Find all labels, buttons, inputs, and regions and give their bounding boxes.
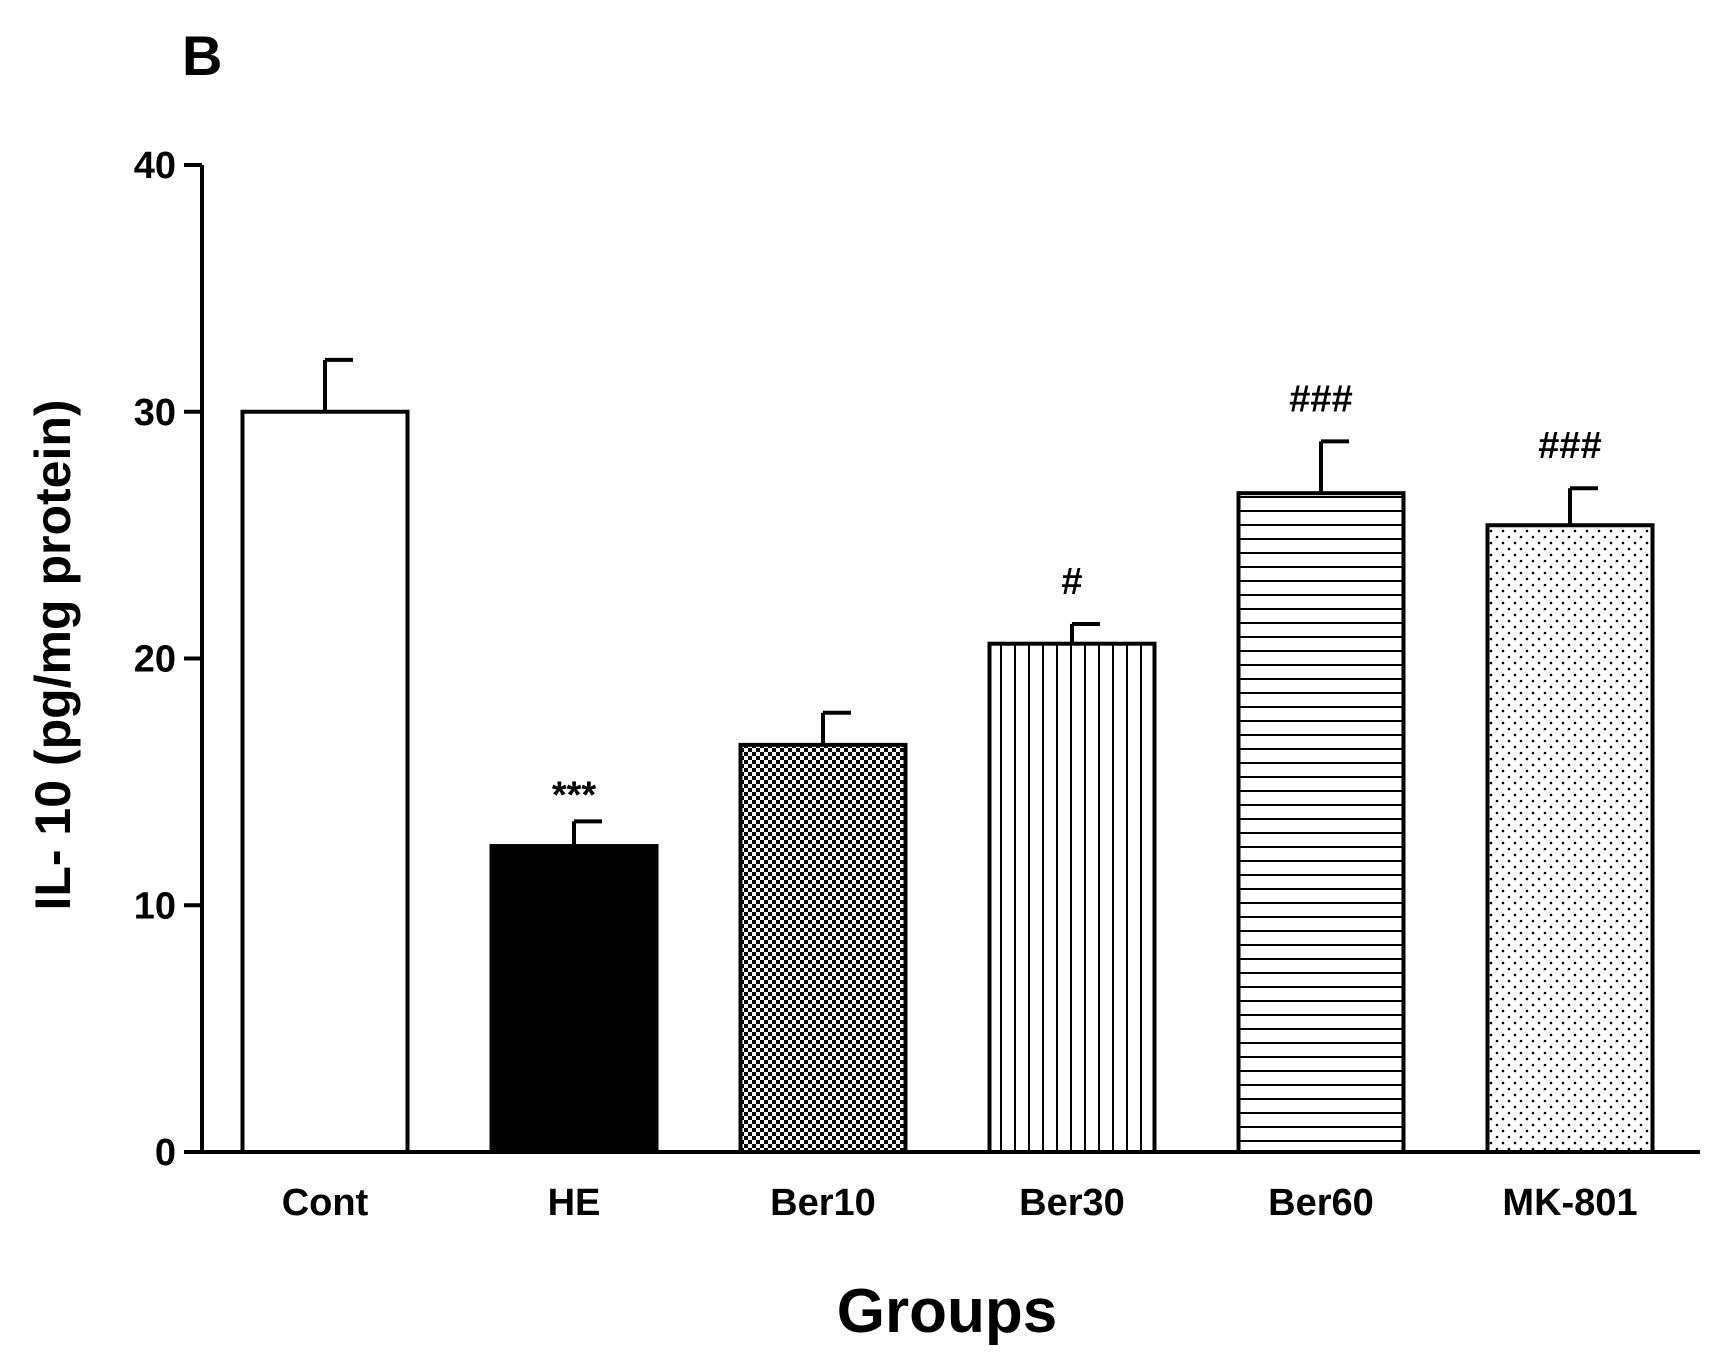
bar-MK-801 xyxy=(1485,523,1655,1154)
y-tick-label-0: 0 xyxy=(155,1132,176,1174)
bar-HE xyxy=(489,844,659,1155)
significance-label-Ber30: # xyxy=(1061,561,1082,603)
bars-layer: ***####### xyxy=(240,357,1655,1155)
x-tick-label-MK-801: MK-801 xyxy=(1502,1182,1637,1224)
significance-label-MK-801: ### xyxy=(1538,425,1601,467)
x-tick-label-Ber30: Ber30 xyxy=(1019,1182,1125,1224)
x-tick-label-Ber10: Ber10 xyxy=(770,1182,876,1224)
bar-Ber10 xyxy=(738,742,908,1154)
significance-label-Ber60: ### xyxy=(1289,378,1352,420)
bar-Cont xyxy=(240,409,410,1154)
x-tick-label-Cont: Cont xyxy=(282,1182,369,1224)
x-tick-label-Ber60: Ber60 xyxy=(1268,1182,1374,1224)
y-axis-label: IL- 10 (pg/mg protein) xyxy=(25,399,81,910)
y-tick-label-30: 30 xyxy=(134,392,176,434)
panel-label: B xyxy=(182,24,222,87)
y-tick-label-10: 10 xyxy=(134,885,176,927)
x-axis-label: Groups xyxy=(837,1277,1057,1346)
y-tick-label-40: 40 xyxy=(134,145,176,187)
x-tick-label-HE: HE xyxy=(548,1182,601,1224)
y-tick-label-20: 20 xyxy=(134,639,176,681)
axes-layer: Cont HE Ber10 Ber30 Ber60 MK-801 0 10 20 30 40 xyxy=(134,145,1700,1224)
significance-label-HE: *** xyxy=(552,774,597,816)
bar-Ber60 xyxy=(1236,491,1406,1154)
bar-Ber30 xyxy=(987,641,1157,1154)
